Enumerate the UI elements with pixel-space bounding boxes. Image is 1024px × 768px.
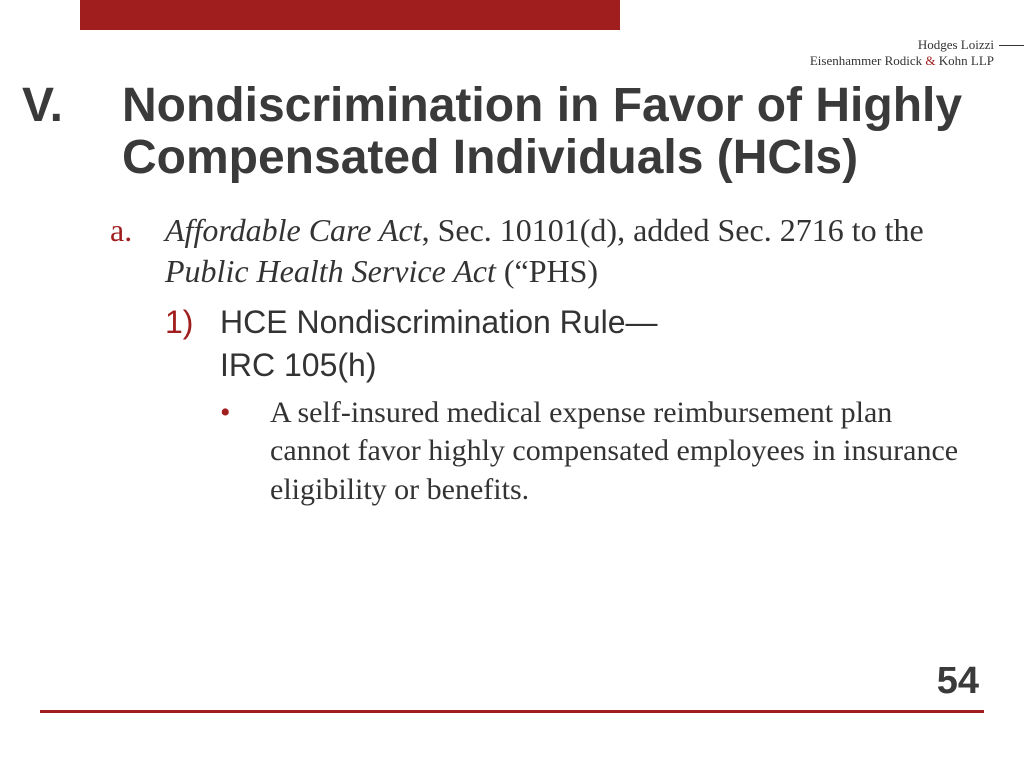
firm-line-1: Hodges Loizzi <box>918 38 994 52</box>
list-item-1: 1) HCE Nondiscrimination Rule— <box>165 302 964 343</box>
item-1-marker: 1) <box>165 302 220 343</box>
bullet-marker: • <box>220 394 270 509</box>
footer-divider <box>40 710 984 713</box>
firm-line2-part-b: Kohn LLP <box>936 53 995 68</box>
item-a-text: Affordable Care Act, Sec. 10101(d), adde… <box>165 210 964 292</box>
firm-logo-text: Hodges Loizzi Eisenhammer Rodick & Kohn … <box>810 36 994 68</box>
firm-line2-part-a: Eisenhammer Rodick <box>810 53 926 68</box>
list-item-a: a. Affordable Care Act, Sec. 10101(d), a… <box>110 210 964 292</box>
header-accent-bar <box>80 0 620 30</box>
italic-act-1: Affordable Care Act <box>165 212 422 248</box>
heading-numeral: V. <box>22 80 122 184</box>
item-a-end: (“PHS) <box>496 253 598 289</box>
item-1-text: HCE Nondiscrimination Rule— <box>220 302 657 343</box>
slide-heading: V. Nondiscrimination in Favor of Highly … <box>22 80 994 184</box>
item-a-mid: , Sec. 10101(d), added Sec. 2716 to the <box>422 212 924 248</box>
heading-title: Nondiscrimination in Favor of Highly Com… <box>122 80 994 184</box>
slide-body: a. Affordable Care Act, Sec. 10101(d), a… <box>110 210 964 509</box>
bullet-item: • A self-insured medical expense reimbur… <box>220 394 964 509</box>
page-number: 54 <box>937 660 979 703</box>
ampersand: & <box>925 53 935 68</box>
italic-act-2: Public Health Service Act <box>165 253 496 289</box>
firm-line-2: Eisenhammer Rodick & Kohn LLP <box>810 54 994 68</box>
bullet-text: A self-insured medical expense reimburse… <box>270 394 964 509</box>
item-a-marker: a. <box>110 210 165 292</box>
item-1-line2: IRC 105(h) <box>220 345 964 386</box>
